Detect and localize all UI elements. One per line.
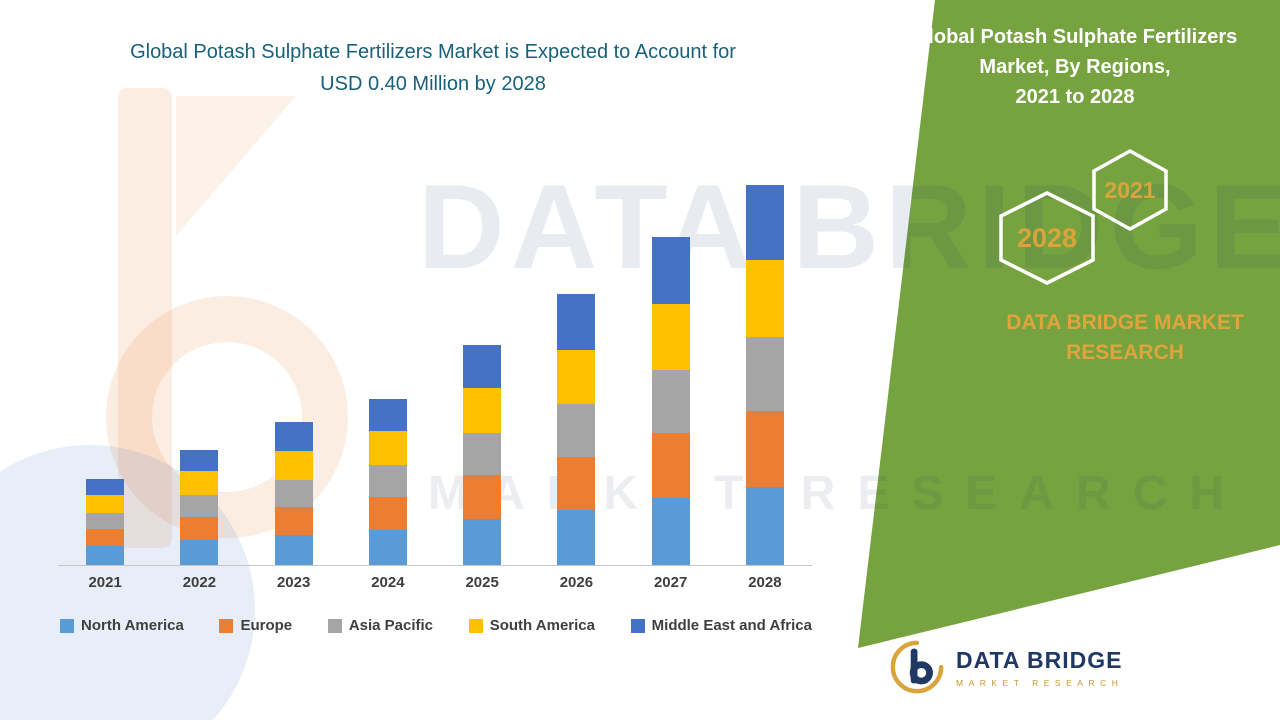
legend-marker: [327, 618, 342, 633]
bar-segment: [368, 530, 407, 565]
bar-segment: [651, 370, 690, 433]
bar-column: [58, 178, 152, 565]
bar-segment: [557, 510, 596, 565]
bar-segment: [463, 345, 502, 388]
legend-item: North America: [60, 617, 184, 634]
bar-segment: [745, 260, 784, 337]
x-axis-label: 2024: [371, 574, 405, 591]
dbmr-logo-name: DATA BRIDGE: [956, 646, 1123, 673]
bar-segment: [274, 480, 313, 507]
bar-stack: [86, 479, 125, 565]
bar-stack: [651, 237, 690, 565]
bar-segment: [274, 507, 313, 535]
dbmr-logo-tagline: MARKET RESEARCH: [956, 677, 1124, 688]
legend-item: Middle East and Africa: [630, 617, 812, 634]
x-axis-label: 2021: [88, 574, 122, 591]
chart-legend: North America Europe Asia Pacific South Ame…: [56, 617, 816, 634]
bar-segment: [86, 513, 125, 529]
x-axis-label: 2022: [182, 574, 217, 591]
bar-column: [718, 178, 812, 565]
bar-segment: [557, 457, 596, 510]
x-axis-labels: 2021 2022 2023 2024 2025 2026 2027 2028: [58, 574, 812, 591]
legend-marker: [630, 618, 645, 633]
bar-segment: [651, 433, 690, 498]
chart-title-line2: USD 0.40 Million by 2028: [320, 73, 546, 95]
bar-segment: [274, 451, 313, 480]
bar-segment: [463, 388, 502, 433]
legend-marker: [219, 618, 234, 633]
x-axis-label: 2028: [748, 574, 782, 591]
bar-segment: [368, 497, 407, 530]
bar-segment: [180, 540, 219, 565]
bar-column: [247, 178, 341, 565]
bar-segment: [651, 498, 690, 565]
x-axis-label: 2025: [465, 574, 499, 591]
legend-marker: [468, 618, 483, 633]
bar-segment: [463, 433, 502, 475]
bar-segment: [463, 475, 502, 519]
bar-segment: [180, 471, 219, 495]
bar-stack: [368, 399, 407, 565]
legend-marker: [60, 618, 74, 633]
legend-item: Asia Pacific: [327, 617, 434, 634]
bar-segment: [745, 185, 784, 260]
bar-stack: [557, 294, 596, 565]
legend-item: South America: [468, 617, 595, 634]
bar-segment: [86, 495, 125, 513]
bar-segment: [368, 431, 407, 465]
bar-segment: [86, 546, 125, 565]
legend-label: Asia Pacific: [348, 617, 434, 634]
bar-segment: [274, 535, 313, 565]
bar-segment: [557, 294, 596, 350]
dbmr-logo-icon: [890, 640, 944, 694]
bar-segment: [368, 399, 407, 431]
legend-label: Middle East and Africa: [651, 617, 812, 634]
bar-segment: [86, 479, 125, 495]
bar-segment: [745, 337, 784, 411]
bar-segment: [745, 411, 784, 487]
bar-segment: [557, 404, 596, 457]
bar-segment: [274, 422, 313, 451]
bar-column: [435, 178, 529, 565]
chart-title-line1: Global Potash Sulphate Fertilizers Marke…: [130, 41, 736, 63]
legend-label: North America: [81, 617, 184, 634]
bar-column: [529, 178, 623, 565]
bar-segment: [180, 495, 219, 517]
bar-stack: [180, 450, 219, 565]
bar-segment: [180, 450, 219, 471]
bar-stack: [463, 345, 502, 565]
bar-segment: [557, 350, 596, 404]
legend-label: South America: [489, 617, 595, 634]
bar-segment: [651, 304, 690, 370]
bar-segment: [463, 519, 502, 565]
bar-segment: [651, 237, 690, 304]
plot-area: [58, 178, 812, 566]
bar-stack: [745, 185, 784, 565]
x-axis-label: 2023: [276, 574, 311, 591]
dbmr-logo: DATA BRIDGE MARKET RESEARCH: [888, 638, 1123, 696]
bar-column: [152, 178, 246, 565]
bar-column: [341, 178, 435, 565]
x-axis-label: 2026: [559, 574, 594, 591]
bar-segment: [180, 517, 219, 540]
legend-item: Europe: [219, 617, 292, 634]
bar-column: [624, 178, 718, 565]
bar-stack: [274, 422, 313, 565]
bar-segment: [745, 487, 784, 565]
chart-title: Global Potash Sulphate Fertilizers Marke…: [55, 36, 811, 100]
legend-label: Europe: [240, 617, 293, 634]
bar-segment: [368, 465, 407, 497]
bar-segment: [86, 529, 125, 546]
x-axis-label: 2027: [653, 574, 688, 591]
